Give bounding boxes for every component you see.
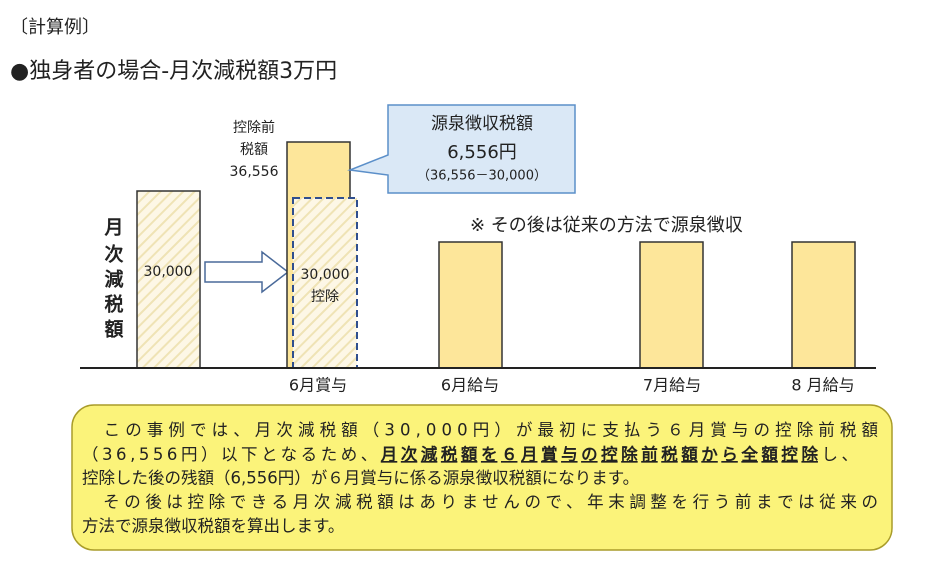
y-char: 次 bbox=[104, 243, 123, 266]
x-label: 6月給与 bbox=[441, 376, 499, 395]
arrow bbox=[204, 250, 290, 294]
bar-salary bbox=[639, 241, 704, 369]
deduction-label: 控除 bbox=[311, 289, 339, 305]
y-char: 月 bbox=[103, 217, 123, 239]
header-label: 〔計算例〕 bbox=[10, 17, 100, 38]
deduction-box bbox=[292, 197, 358, 369]
x-label: 8 月給与 bbox=[791, 376, 854, 395]
x-label: 7月給与 bbox=[643, 376, 701, 395]
callout-title: 源泉徴収税額 bbox=[431, 114, 533, 134]
callout-amount: 6,556円 bbox=[447, 142, 517, 163]
explanation-line: 控除した後の残額（6,556円）が６月賞与に係る源泉徴収税額になります。 bbox=[82, 469, 639, 488]
y-char: 税 bbox=[104, 293, 123, 316]
bar-salary bbox=[791, 241, 856, 369]
callout-formula: （36,556－30,000） bbox=[417, 169, 547, 184]
callout bbox=[347, 104, 576, 194]
explanation-box bbox=[71, 404, 893, 551]
note: ※ その後は従来の方法で源泉徴収 bbox=[470, 215, 743, 236]
bar-monthly-reduction bbox=[136, 190, 201, 369]
header-title: ●独身者の場合-月次減税額3万円 bbox=[10, 59, 337, 84]
bar-label: 30,000 bbox=[144, 264, 193, 280]
side-label: 控除前 bbox=[233, 119, 275, 136]
side-label: 税額 bbox=[240, 142, 268, 158]
x-label: 6月賞与 bbox=[289, 376, 347, 395]
text-run: （36,556円）以下となるため、 bbox=[82, 445, 377, 464]
y-axis-label: 月 次 減 税 額 bbox=[103, 217, 123, 341]
y-char: 額 bbox=[104, 318, 123, 341]
bar-salary bbox=[438, 241, 503, 369]
explanation: この事例では、月次減税額（30,000円）が最初に支払う６月賞与の控除前税額 （… bbox=[82, 421, 878, 536]
side-label: 36,556 bbox=[230, 164, 279, 180]
y-char: 減 bbox=[104, 268, 123, 291]
explanation-line: 方法で源泉徴収税額を算出します。 bbox=[82, 517, 344, 536]
explanation-line: この事例では、月次減税額（30,000円）が最初に支払う６月賞与の控除前税額 bbox=[82, 421, 878, 440]
deduction-label: 30,000 bbox=[301, 267, 350, 283]
